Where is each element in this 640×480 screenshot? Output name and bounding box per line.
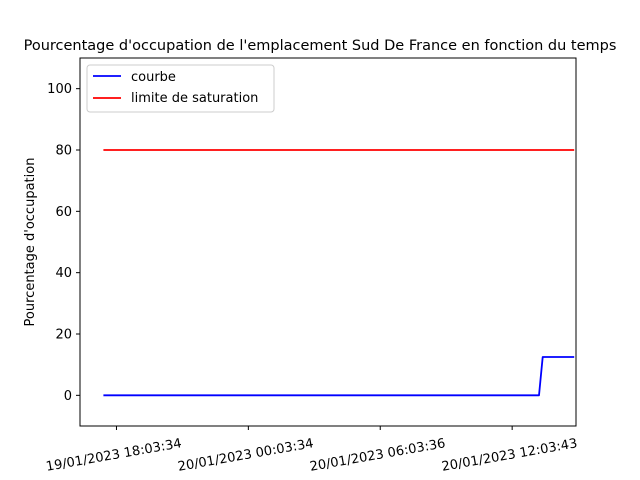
y-axis-label: Pourcentage d'occupation — [23, 158, 38, 327]
y-tick-label: 60 — [55, 205, 72, 220]
plot-frame — [79, 57, 577, 427]
y-ticks: 0 20 40 60 80 100 — [47, 82, 80, 404]
y-tick-label: 80 — [55, 144, 72, 159]
series-line-0 — [103, 356, 575, 397]
y-tick-label: 20 — [55, 328, 72, 343]
chart-title: Pourcentage d'occupation de l'emplacemen… — [24, 38, 617, 54]
y-tick-label: 0 — [64, 389, 72, 404]
legend: courbe limite de saturation — [86, 64, 275, 113]
y-tick-label: 40 — [55, 266, 72, 281]
legend-label-courbe: courbe — [131, 70, 176, 85]
y-tick-label: 100 — [47, 82, 72, 97]
series-lines — [103, 149, 575, 397]
legend-label-limite: limite de saturation — [131, 91, 258, 106]
legend-box — [86, 64, 275, 113]
